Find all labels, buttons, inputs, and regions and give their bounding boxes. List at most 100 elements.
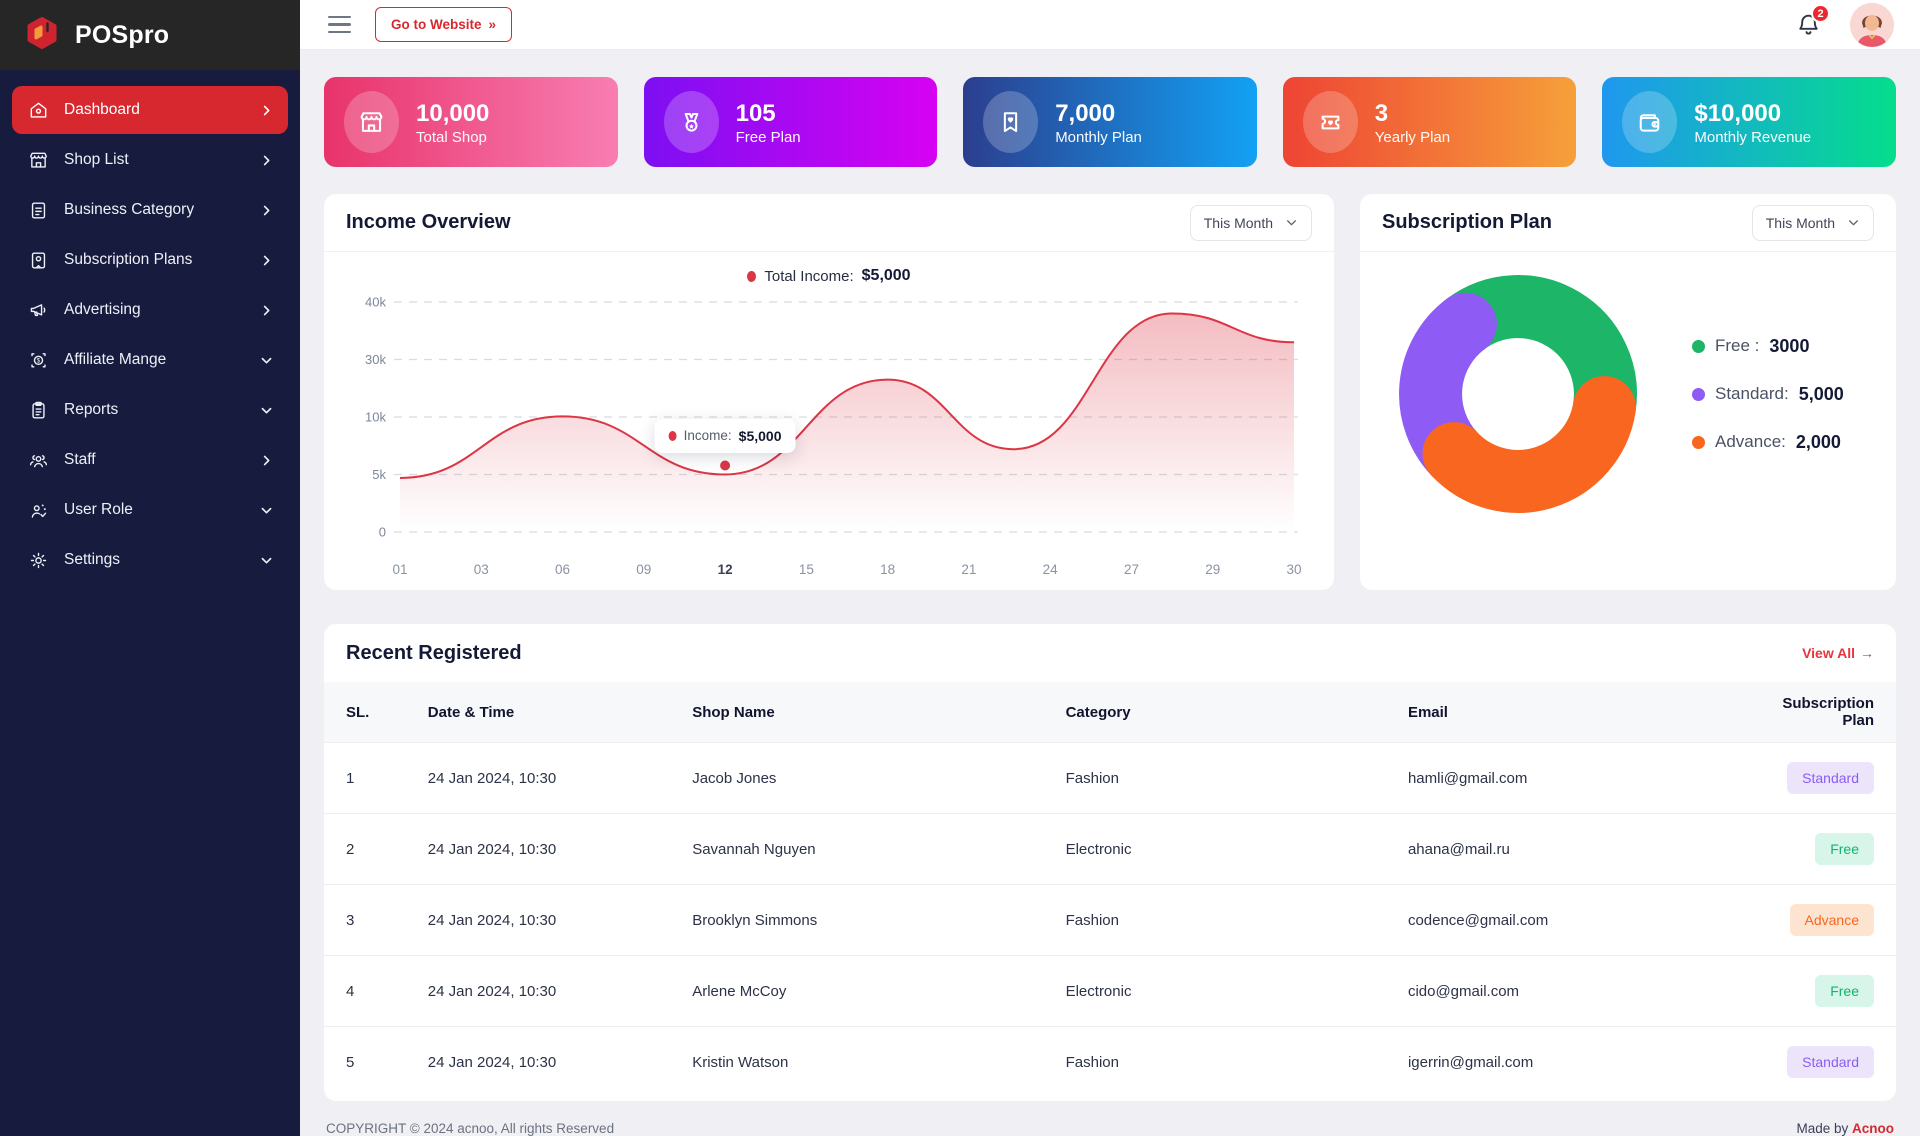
stat-label: Monthly Revenue xyxy=(1694,128,1812,146)
wallet-icon xyxy=(1622,91,1678,153)
legend-item-advance: Advance: 2,000 xyxy=(1692,432,1844,453)
sidebar-item-business-category[interactable]: Business Category xyxy=(12,186,288,234)
stat-value: 10,000 xyxy=(416,99,490,127)
svg-text:$: $ xyxy=(37,357,41,364)
notification-count-badge: 2 xyxy=(1811,4,1830,23)
sidebar-item-label: Staff xyxy=(64,451,96,468)
subscription-panel-header: Subscription Plan This Month xyxy=(1360,194,1896,252)
sidebar-item-advertising[interactable]: Advertising xyxy=(12,286,288,334)
svg-text:30: 30 xyxy=(1286,562,1301,577)
plan-badge: Advance xyxy=(1789,904,1874,936)
svg-text:10k: 10k xyxy=(365,410,386,425)
svg-text:18: 18 xyxy=(880,562,895,577)
col-shop-name: Shop Name xyxy=(692,703,775,721)
notification-bell-icon[interactable]: 2 xyxy=(1795,4,1830,38)
charts-row: Income Overview This Month Total Income:… xyxy=(324,194,1896,590)
recent-registered-title: Recent Registered xyxy=(346,641,522,664)
subscription-plan-panel: Subscription Plan This Month Free : xyxy=(1360,194,1896,590)
table-row: 2 24 Jan 2024, 10:30 Savannah Nguyen Ele… xyxy=(324,813,1896,885)
sidebar-item-label: Business Category xyxy=(64,201,195,218)
col-subscription-plan: Subscription Plan xyxy=(1782,695,1874,729)
stat-label: Yearly Plan xyxy=(1374,128,1451,146)
sidebar-item-label: Subscription Plans xyxy=(64,251,193,268)
pospro-logo-icon xyxy=(22,15,62,55)
plan-badge: Free xyxy=(1815,975,1874,1007)
users-icon xyxy=(28,450,49,471)
topbar: Go to Website» 2 xyxy=(300,0,1920,50)
income-chart: 40k 30k 10k 5k 0 01 03 06 09 12 15 18 21 24 27 29 30 Inc… xyxy=(348,286,1310,591)
legend-item-standard: Standard: 5,000 xyxy=(1692,384,1844,405)
arrow-right-icon: → xyxy=(1860,645,1874,661)
tooltip-dot-icon xyxy=(668,430,677,441)
go-to-website-button[interactable]: Go to Website» xyxy=(375,7,513,42)
subscription-card-icon xyxy=(28,250,49,271)
svg-text:24: 24 xyxy=(1043,562,1059,577)
brand-name: POSpro xyxy=(75,20,170,49)
hamburger-menu-icon[interactable] xyxy=(326,12,353,38)
document-icon xyxy=(28,200,49,221)
stat-label: Free Plan xyxy=(735,128,801,146)
sidebar-item-label: Advertising xyxy=(64,301,141,318)
ribbon-heart-icon xyxy=(983,91,1039,153)
recent-registered-header: Recent Registered View All → xyxy=(324,624,1896,682)
storefront-icon xyxy=(344,91,399,153)
copyright-text: COPYRIGHT © 2024 acnoo, All rights Reser… xyxy=(326,1121,615,1136)
plan-badge: Standard xyxy=(1787,762,1874,794)
sidebar-item-staff[interactable]: Staff xyxy=(12,436,288,484)
income-overview-panel: Income Overview This Month Total Income:… xyxy=(324,194,1334,590)
sidebar-item-dashboard[interactable]: Dashboard xyxy=(12,86,288,134)
chevron-down-icon xyxy=(1287,220,1296,226)
subscription-plan-title: Subscription Plan xyxy=(1382,211,1553,233)
sidebar-item-shop-list[interactable]: Shop List xyxy=(12,136,288,184)
affiliate-dollar-icon: $ xyxy=(28,350,49,371)
legend-label: Total Income: xyxy=(764,267,854,285)
user-avatar[interactable] xyxy=(1850,2,1894,47)
sidebar-item-affiliate-mange[interactable]: $ Affiliate Mange xyxy=(12,336,288,384)
col-sl: SL. xyxy=(346,703,370,721)
stat-value: $10,000 xyxy=(1694,99,1782,127)
recent-registered-panel: Recent Registered View All → SL. Date & T… xyxy=(324,624,1896,1101)
sidebar-item-reports[interactable]: Reports xyxy=(12,386,288,434)
sidebar-item-subscription-plans[interactable]: Subscription Plans xyxy=(12,236,288,284)
made-by-text: Made by Acnoo xyxy=(1796,1121,1894,1136)
sidebar-item-label: Shop List xyxy=(64,151,129,168)
svg-text:40k: 40k xyxy=(365,295,386,310)
stat-label: Total Shop xyxy=(416,128,487,146)
income-range-select[interactable]: This Month xyxy=(1189,204,1312,241)
chevron-down-icon xyxy=(259,553,274,568)
stat-card-monthly-revenue: $10,000 Monthly Revenue xyxy=(1602,77,1896,167)
chevron-right-icon xyxy=(259,453,274,468)
stat-value: 7,000 xyxy=(1055,99,1116,127)
table-row: 5 24 Jan 2024, 10:30 Kristin Watson Fash… xyxy=(324,1026,1896,1097)
stat-card-monthly-plan: 7,000 Monthly Plan xyxy=(963,77,1257,167)
table-row: 1 24 Jan 2024, 10:30 Jacob Jones Fashion… xyxy=(324,742,1896,814)
medal-icon xyxy=(663,91,719,153)
col-date-time: Date & Time xyxy=(427,703,515,721)
plan-badge: Standard xyxy=(1787,1046,1874,1078)
tooltip-value: $5,000 xyxy=(738,427,782,444)
svg-text:30k: 30k xyxy=(365,352,386,367)
sidebar-item-label: Dashboard xyxy=(64,101,140,118)
chevron-right-icon xyxy=(259,203,274,218)
stat-card-free-plan: 105 Free Plan xyxy=(643,77,938,167)
svg-text:01: 01 xyxy=(392,562,407,577)
subscription-range-select[interactable]: This Month xyxy=(1751,204,1874,241)
table-row: 3 24 Jan 2024, 10:30 Brooklyn Simmons Fa… xyxy=(324,884,1896,956)
svg-text:5k: 5k xyxy=(372,467,386,482)
recent-registered-table: SL. Date & Time Shop Name Category Email… xyxy=(324,682,1896,1097)
chevron-right-icon xyxy=(259,303,274,318)
svg-text:03: 03 xyxy=(474,562,489,577)
chevron-right-icon xyxy=(259,153,274,168)
topbar-right: 2 xyxy=(1795,2,1894,47)
home-icon xyxy=(28,100,49,121)
plan-badge: Free xyxy=(1815,833,1874,865)
legend-item-free: Free : 3000 xyxy=(1692,336,1844,357)
view-all-button[interactable]: View All → xyxy=(1802,645,1874,661)
sidebar: POSpro Dashboard Shop List xyxy=(0,0,300,1136)
chevron-down-icon xyxy=(259,403,274,418)
sidebar-item-user-role[interactable]: User Role xyxy=(12,486,288,534)
sidebar-header: POSpro xyxy=(0,0,300,70)
sidebar-item-label: Settings xyxy=(64,551,121,568)
sidebar-item-settings[interactable]: Settings xyxy=(12,536,288,584)
